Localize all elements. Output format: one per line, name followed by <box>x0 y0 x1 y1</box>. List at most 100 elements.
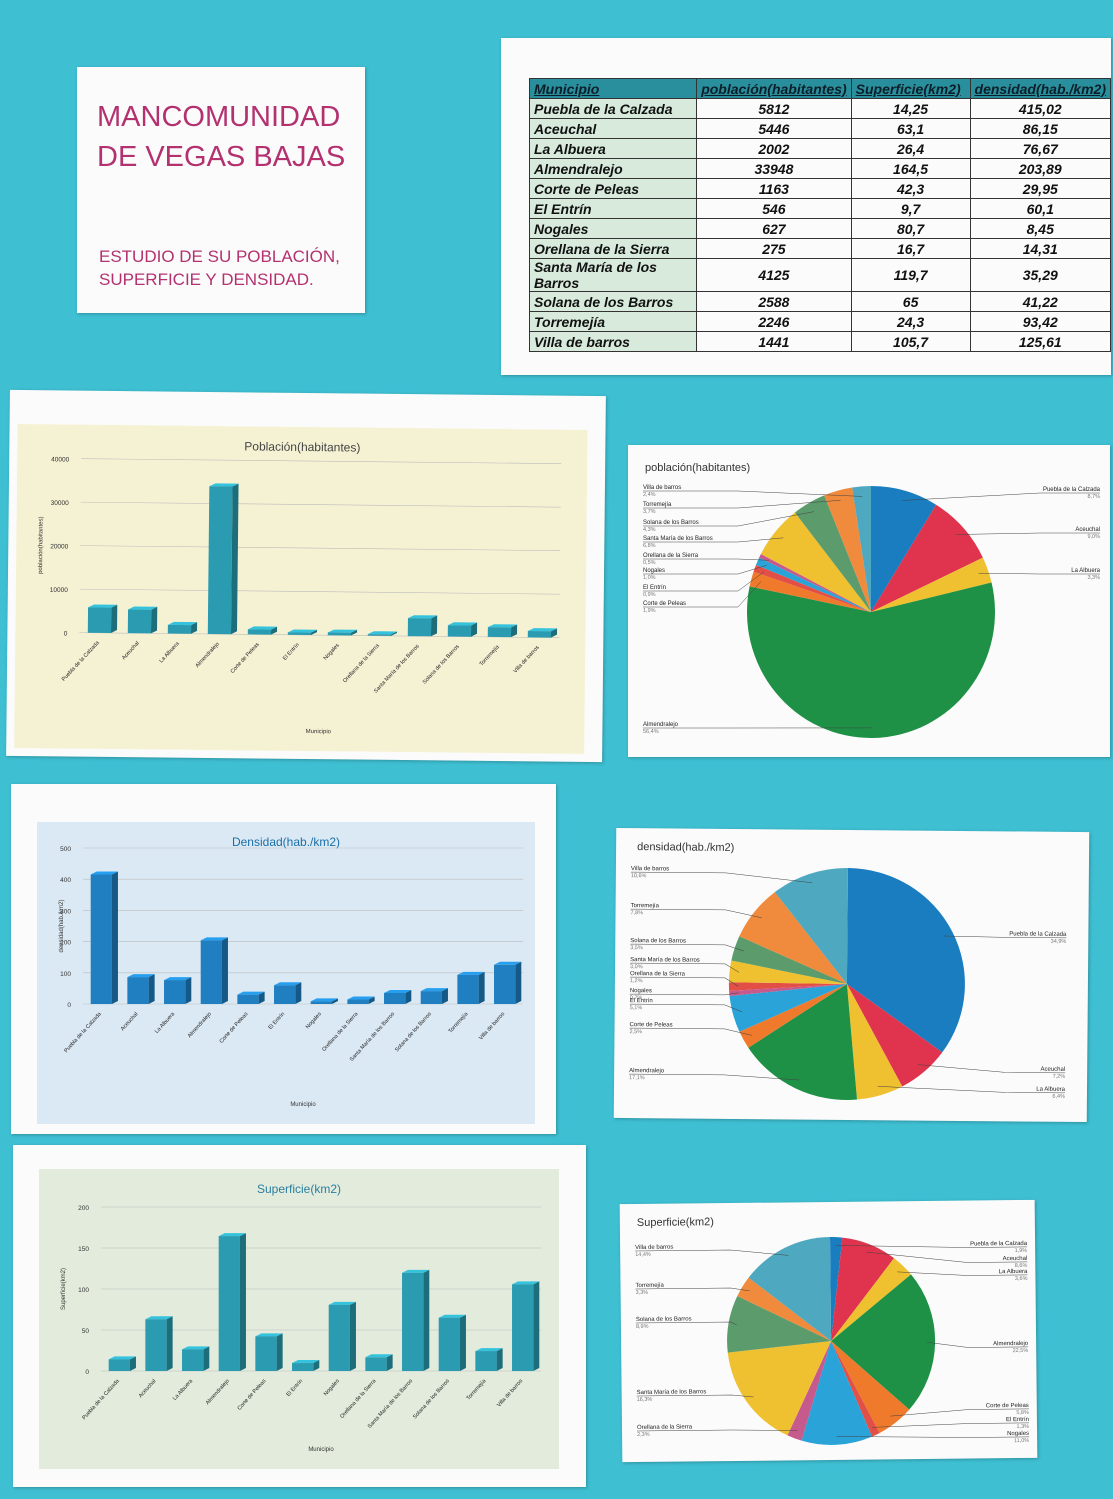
y-axis-label: población(habitantes) <box>38 517 45 574</box>
slice-percent: 7,8% <box>631 910 644 916</box>
gridline <box>80 545 561 551</box>
table-cell-value: 125,61 <box>969 331 1112 352</box>
bar-side <box>276 1333 283 1371</box>
leader-line <box>643 558 769 561</box>
bar <box>255 1336 277 1371</box>
slice-label: Aceuchal <box>1040 1067 1065 1073</box>
leader-line <box>643 537 784 543</box>
slice-percent: 3,0% <box>630 964 643 970</box>
plot-background <box>14 423 588 754</box>
bar-top <box>365 1354 393 1358</box>
leader-line <box>629 992 739 996</box>
bar-top <box>292 1360 320 1364</box>
leader-line <box>943 935 1067 939</box>
slice-label: Torremejía <box>643 502 672 508</box>
slice-percent: 3,6% <box>1015 1276 1028 1282</box>
y-tick-label: 0 <box>64 630 68 637</box>
leader-line <box>643 490 863 497</box>
table-cell-value: 8,45 <box>969 218 1112 239</box>
title-card: MANCOMUNIDAD DE VEGAS BAJAS ESTUDIO DE S… <box>77 67 365 313</box>
bar-top <box>209 483 239 487</box>
slice-percent: 3,3% <box>636 1290 649 1296</box>
pie-slice <box>748 1236 832 1341</box>
slice-label: Puebla de la Calzada <box>1043 487 1101 493</box>
y-tick-label: 10000 <box>50 587 69 594</box>
pie-chart-densidad-sheet: densidad(hab./km2) Puebla de la Calzada 34… <box>613 827 1090 1123</box>
table-cell-value: 41,22 <box>969 291 1112 312</box>
bar <box>108 1359 130 1371</box>
bar-top <box>512 1281 540 1285</box>
slice-label: Aceuchal <box>1003 1256 1028 1262</box>
slice-label: Santa María de los Barros <box>637 1389 707 1396</box>
pie-slice <box>831 1258 912 1341</box>
leader-line <box>630 943 744 952</box>
bar-side <box>550 628 558 638</box>
table-cell-value: 24,3 <box>850 311 971 332</box>
bar-top <box>182 1346 210 1350</box>
slice-percent: 34,9% <box>1051 939 1067 945</box>
table-cell-municipio: La Albuera <box>528 138 698 159</box>
leader-line <box>630 908 762 919</box>
pie-slice <box>801 1340 872 1445</box>
bar-side <box>350 629 358 636</box>
title-line-2: DE VEGAS BAJAS <box>97 141 346 173</box>
bar-top <box>88 604 118 608</box>
leader-line <box>897 1271 1028 1276</box>
table-row: Aceuchal 5446 63,1 86,15 <box>528 118 1112 139</box>
bar-side <box>459 1314 466 1371</box>
table-cell-value: 65 <box>850 291 971 312</box>
leader-line <box>629 1003 743 1013</box>
bar <box>407 618 432 637</box>
slice-label: Santa María de los Barros <box>630 957 700 964</box>
bar <box>494 964 516 1004</box>
pie-slice <box>852 486 871 612</box>
y-tick-label: 100 <box>60 971 71 978</box>
table-cell-value: 33948 <box>696 158 852 179</box>
y-axis-label: Superficie(km2) <box>61 1268 67 1310</box>
gridline <box>81 458 562 464</box>
table-cell-value: 119,7 <box>850 258 971 292</box>
bar-side <box>150 606 158 634</box>
pie-chart-poblacion: población(habitantes) Puebla de la Calzad… <box>643 462 1101 739</box>
slice-percent: 1,9% <box>1015 1248 1028 1254</box>
slice-percent: 8,7% <box>1087 494 1100 500</box>
bar <box>487 627 512 638</box>
slice-label: El Entrín <box>1006 1417 1029 1423</box>
leader-line <box>955 532 1100 535</box>
bar-top <box>237 991 265 995</box>
slice-percent: 6,8% <box>643 543 656 549</box>
pie-slice <box>831 1340 910 1433</box>
bar-top <box>328 1301 356 1305</box>
bar-side <box>430 615 438 637</box>
x-axis-label: Municipio <box>308 1447 334 1453</box>
bar-side <box>405 989 412 1004</box>
bar-chart-densidad: Densidad(hab./km2) 0 100 200 300 400 500 densid… <box>37 822 535 1124</box>
leader-line <box>643 571 765 592</box>
leader-line <box>836 1436 1030 1438</box>
leader-line <box>635 1249 789 1256</box>
bar-top <box>247 626 278 630</box>
chart-title: Superficie(km2) <box>637 1216 714 1229</box>
bar <box>347 999 369 1004</box>
leader-line <box>872 1422 1029 1428</box>
bar <box>310 1001 332 1004</box>
bar-top <box>438 1314 466 1318</box>
bar-top <box>310 998 338 1002</box>
bar <box>512 1284 534 1371</box>
bar-side <box>221 937 228 1004</box>
table-cell-value: 2246 <box>696 311 852 332</box>
pie-chart-densidad: densidad(hab./km2) Puebla de la Calzada34… <box>629 841 1067 1100</box>
slice-percent: 0,9% <box>643 592 656 598</box>
leader-line <box>902 492 1100 501</box>
slice-percent: 9,0% <box>1087 534 1100 540</box>
data-table: Municipio población(habitantes) Superficie… <box>528 78 1112 352</box>
bar-top <box>255 1333 283 1337</box>
y-tick-label: 30000 <box>51 500 70 507</box>
bar <box>402 1272 424 1371</box>
bar <box>527 631 552 638</box>
table-cell-value: 275 <box>696 238 852 259</box>
bar-side <box>129 1356 136 1371</box>
table-cell-value: 415,02 <box>969 98 1112 119</box>
table-header-cell: Superficie(km2) <box>850 78 971 99</box>
table-cell-value: 5812 <box>696 98 852 119</box>
